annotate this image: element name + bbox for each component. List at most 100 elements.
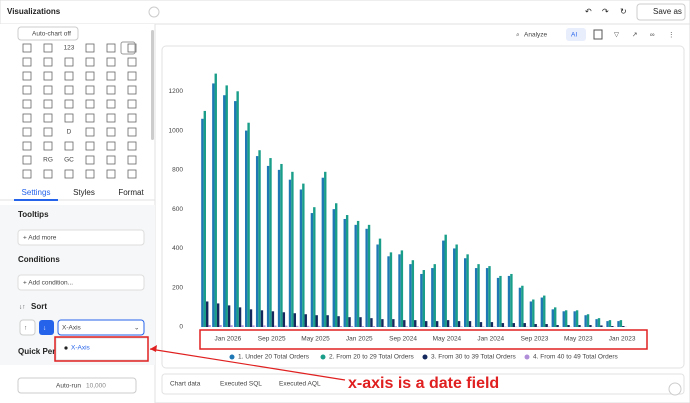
chart-type-icon[interactable] [43, 85, 53, 95]
chart-type-icon[interactable] [106, 57, 116, 67]
chart-type-icon[interactable] [64, 141, 74, 151]
chart-type-icon[interactable] [43, 99, 53, 109]
chart-type-icon[interactable] [22, 57, 32, 67]
chart-type-icon[interactable]: RG [43, 157, 53, 164]
auto-chart-button[interactable] [17, 26, 79, 41]
chart-type-icon[interactable] [22, 127, 32, 137]
toolbar-icon[interactable]: ⋮ [668, 32, 675, 39]
chart-type-icon[interactable] [85, 155, 95, 165]
chart-type-icon[interactable] [43, 141, 53, 151]
chart-type-icon[interactable] [22, 85, 32, 95]
chart-type-icon[interactable] [106, 113, 116, 123]
sort-desc[interactable] [39, 320, 54, 335]
autorun-button[interactable] [17, 377, 137, 394]
chart-type-icon[interactable] [43, 127, 53, 137]
ai-button[interactable] [566, 28, 586, 41]
chart-type-icon[interactable] [127, 57, 137, 67]
add-more-button[interactable] [17, 229, 145, 246]
chart-type-icon[interactable] [106, 141, 116, 151]
chart-type-icon[interactable] [22, 43, 32, 53]
chart-type-icon[interactable] [85, 169, 95, 179]
chart-type-icon[interactable] [64, 71, 74, 81]
chart-type-icon[interactable] [43, 71, 53, 81]
chart-type-icon[interactable] [85, 85, 95, 95]
chart-type-icon[interactable] [106, 155, 116, 165]
chart-type-icon[interactable] [106, 71, 116, 81]
scrollbar[interactable] [151, 30, 154, 140]
legend-swatch [229, 354, 235, 360]
section-title: Sort [31, 302, 47, 311]
undo-icon[interactable]: ↶ [585, 7, 592, 16]
toolbar-icon[interactable]: ∞ [650, 32, 655, 39]
chart-type-icon[interactable] [106, 43, 116, 53]
chart-type-icon[interactable]: D [67, 129, 72, 136]
chart-type-icon[interactable] [22, 141, 32, 151]
chart-type-icon[interactable] [127, 141, 137, 151]
bar [367, 224, 371, 327]
collapse-button[interactable] [148, 6, 160, 18]
bar [589, 325, 592, 327]
chart-type-icon[interactable] [22, 155, 32, 165]
chart-type-icon[interactable] [64, 57, 74, 67]
chart-type-icon[interactable] [64, 113, 74, 123]
chart-type-icon[interactable] [43, 169, 53, 179]
toolbar-icon[interactable]: ▽ [614, 32, 620, 39]
chart-type-icon[interactable] [106, 99, 116, 109]
bottom-tab[interactable]: Executed AQL [279, 381, 321, 388]
chart-type-icon[interactable]: 123 [64, 45, 75, 52]
chart-type-icon[interactable] [22, 71, 32, 81]
chart-type-icon[interactable] [22, 99, 32, 109]
legend-label[interactable]: 3. From 30 to 39 Total Orders [431, 354, 517, 361]
chart-type-icon[interactable] [106, 169, 116, 179]
toolbar-icon[interactable]: ↗ [632, 32, 637, 39]
chart-type-icon[interactable] [22, 169, 32, 179]
expand-button[interactable] [668, 382, 682, 396]
legend-label[interactable]: 4. From 40 to 49 Total Orders [533, 354, 619, 361]
add-condition-button[interactable] [17, 274, 145, 291]
refresh-icon[interactable]: ↻ [620, 7, 627, 16]
chart-type-icon[interactable] [43, 113, 53, 123]
chart-type-icon[interactable] [127, 43, 137, 53]
bar [277, 169, 281, 327]
chart-type-icon[interactable] [85, 127, 95, 137]
tab[interactable]: Settings [22, 188, 51, 197]
legend-label[interactable]: 2. From 20 to 29 Total Orders [329, 354, 415, 361]
chart-type-icon[interactable] [64, 99, 74, 109]
chart-type-icon[interactable] [127, 85, 137, 95]
chart-type-icon[interactable] [85, 71, 95, 81]
sort-field-select[interactable] [57, 319, 145, 336]
legend-label[interactable]: 1. Under 20 Total Orders [238, 354, 310, 361]
chart-type-icon[interactable] [85, 57, 95, 67]
bottom-tab[interactable]: Chart data [170, 381, 201, 388]
tab[interactable]: Format [118, 188, 144, 197]
chart-type-icon[interactable] [127, 113, 137, 123]
chart-type-icon[interactable] [43, 43, 53, 53]
chart-type-icon[interactable] [127, 99, 137, 109]
chart-type-icon[interactable] [127, 169, 137, 179]
chart-type-icon[interactable]: GC [64, 157, 74, 164]
chart-type-icon[interactable] [106, 85, 116, 95]
chart-type-icon[interactable] [22, 113, 32, 123]
toolbar-icon[interactable] [593, 29, 603, 40]
selected-icon [120, 41, 136, 55]
sort-asc[interactable] [19, 319, 36, 336]
chart-type-icon[interactable] [106, 127, 116, 137]
chart-type-icon[interactable] [127, 127, 137, 137]
save-button[interactable] [636, 3, 686, 21]
chart-type-icon[interactable] [85, 99, 95, 109]
chart-type-icon[interactable] [127, 155, 137, 165]
chart-type-icon[interactable] [85, 113, 95, 123]
bar [225, 85, 228, 328]
chart-type-icon[interactable] [127, 71, 137, 81]
analyze-button[interactable]: Analyze [524, 32, 548, 39]
chart-type-icon[interactable] [43, 57, 53, 67]
chart-type-icon[interactable] [64, 85, 74, 95]
bottom-tab[interactable]: Executed SQL [220, 381, 262, 388]
redo-icon[interactable]: ↷ [602, 7, 609, 16]
dropdown-option[interactable]: X-Axis [71, 345, 91, 352]
chart-type-icon[interactable] [64, 169, 74, 179]
chart-type-icon[interactable] [85, 43, 95, 53]
chart-type-icon[interactable] [85, 141, 95, 151]
bar [328, 325, 332, 327]
tab[interactable]: Styles [73, 188, 95, 197]
